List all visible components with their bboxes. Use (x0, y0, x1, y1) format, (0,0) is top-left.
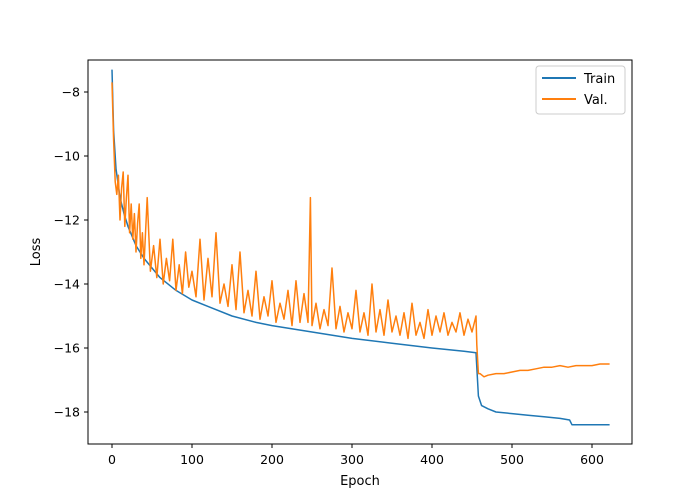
y-tick-label: −14 (54, 277, 80, 292)
x-tick-label: 300 (340, 452, 364, 467)
y-tick-label: −16 (54, 341, 80, 356)
y-tick-label: −8 (62, 85, 80, 100)
x-axis-label: Epoch (340, 474, 380, 489)
y-tick-label: −18 (54, 405, 80, 420)
x-axis-ticks: 0 100 200 300 400 500 600 (108, 444, 604, 467)
x-tick-label: 0 (108, 452, 116, 467)
y-axis-label: Loss (29, 238, 44, 267)
y-tick-label: −10 (54, 149, 80, 164)
y-axis-ticks: −18 −16 −14 −12 −10 −8 (54, 85, 88, 420)
plot-area (87, 59, 633, 445)
x-tick-label: 400 (420, 452, 444, 467)
series-layer (111, 69, 610, 426)
legend-val-label: Val. (584, 93, 608, 108)
y-tick-label: −12 (54, 213, 80, 228)
x-tick-label: 100 (180, 452, 204, 467)
x-tick-label: 200 (260, 452, 284, 467)
series-line-train (111, 69, 610, 426)
x-tick-label: 500 (500, 452, 524, 467)
x-tick-label: 600 (580, 452, 604, 467)
axes-frame (87, 59, 633, 445)
series-line-val (111, 82, 610, 378)
legend-train-label: Train (583, 72, 615, 87)
legend: Train Val. (535, 65, 626, 115)
